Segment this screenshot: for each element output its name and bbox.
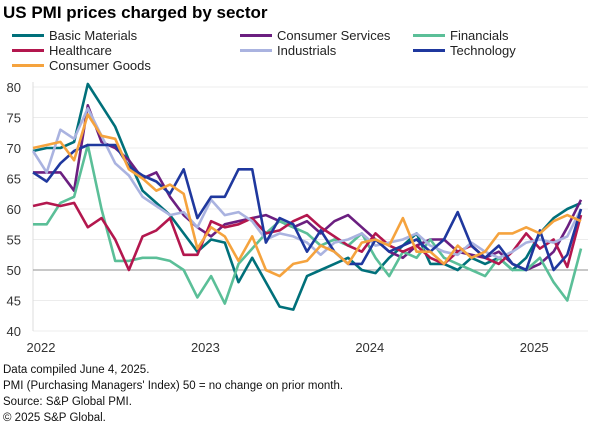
legend-label: Technology <box>450 43 516 58</box>
legend-label: Industrials <box>277 43 337 58</box>
note-source: Source: S&P Global PMI. <box>3 396 132 408</box>
legend-label: Basic Materials <box>49 28 138 43</box>
series-line-healthcare <box>32 201 583 272</box>
legend-label: Consumer Goods <box>49 58 151 73</box>
legend-label: Healthcare <box>49 43 112 58</box>
legend-swatch <box>240 34 272 37</box>
series-line-financials <box>33 143 583 305</box>
x-tick-label: 2023 <box>191 340 220 355</box>
legend-label: Financials <box>450 28 509 43</box>
legend-item: Industrials <box>240 43 336 58</box>
chart-title: US PMI prices charged by sector <box>3 3 268 22</box>
legend-item: Basic Materials <box>12 28 137 43</box>
x-tick-label: 2024 <box>355 340 384 355</box>
legend-swatch <box>12 34 44 37</box>
x-tick-label: 2025 <box>520 340 549 355</box>
footnotes: Data compiled June 4, 2025. PMI (Purchas… <box>3 362 343 426</box>
legend: Basic Materials Consumer Services Financia… <box>0 28 600 76</box>
x-tick-label: 2022 <box>27 340 56 355</box>
y-tick-label: 60 <box>7 202 21 217</box>
y-tick-label: 70 <box>7 141 21 156</box>
legend-swatch <box>240 49 272 52</box>
series-line-basic-materials <box>32 82 582 311</box>
y-tick-label: 65 <box>7 172 21 187</box>
legend-item: Technology <box>413 43 516 58</box>
legend-item: Healthcare <box>12 43 112 58</box>
y-tick-label: 75 <box>7 111 21 126</box>
legend-item: Consumer Services <box>240 28 390 43</box>
y-tick-label: 80 <box>7 80 21 95</box>
legend-item: Consumer Goods <box>12 58 151 73</box>
y-tick-label: 55 <box>7 233 21 248</box>
legend-swatch <box>12 49 44 52</box>
legend-label: Consumer Services <box>277 28 391 43</box>
legend-swatch <box>413 49 445 52</box>
legend-item: Financials <box>413 28 509 43</box>
note-compiled: Data compiled June 4, 2025. <box>3 364 150 376</box>
series-line-consumer-goods <box>32 113 582 278</box>
note-pmi-definition: PMI (Purchasing Managers' Index) 50 = no… <box>3 380 344 392</box>
y-tick-label: 40 <box>7 324 21 339</box>
legend-swatch <box>12 64 44 67</box>
y-tick-label: 50 <box>7 263 21 278</box>
y-tick-label: 45 <box>7 294 21 309</box>
note-copyright: © 2025 S&P Global. <box>3 412 106 424</box>
legend-swatch <box>413 34 445 37</box>
